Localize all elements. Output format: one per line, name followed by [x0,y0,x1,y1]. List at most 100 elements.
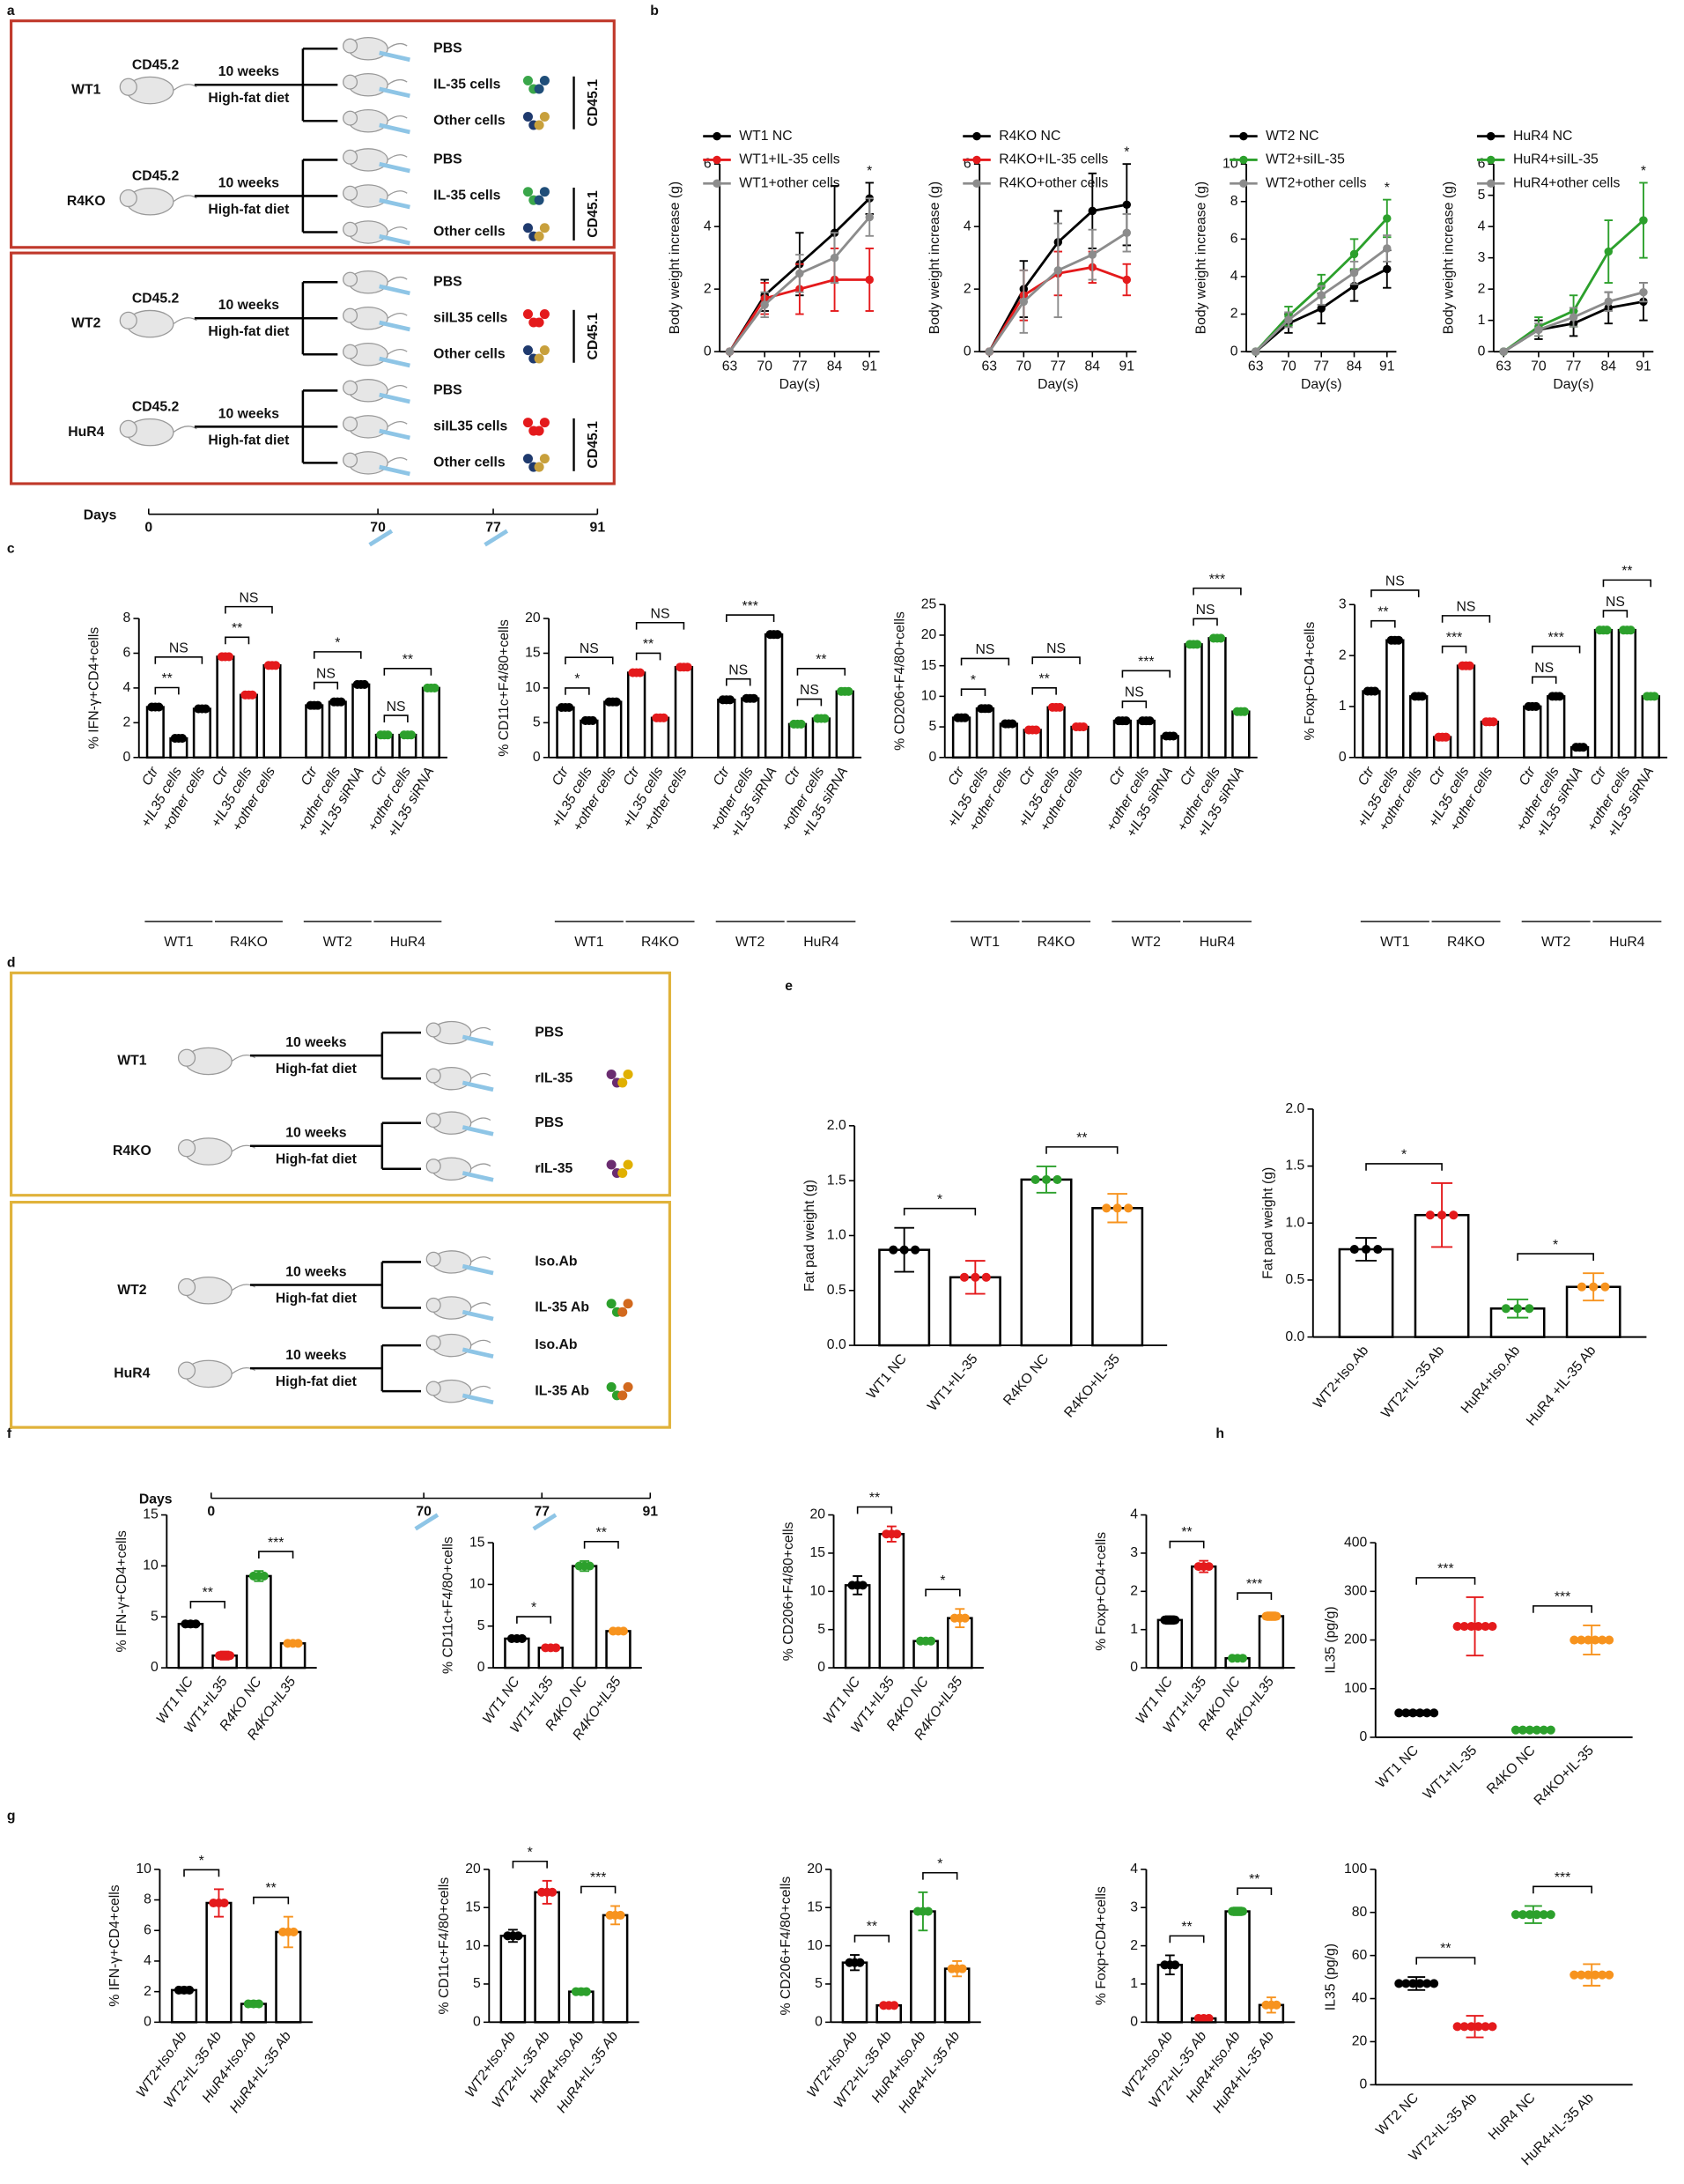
timeline-tick-label: 0 [144,521,152,536]
significance-label: * [940,1573,945,1588]
legend-marker [1239,179,1248,188]
data-point [1031,725,1041,735]
mouse-head [119,78,137,96]
x-tick-label: 91 [1379,359,1395,374]
annotation: * [1124,145,1129,160]
data-point [581,1987,591,1996]
cell-icon [534,231,544,241]
x-tick-label: Ctr [210,764,233,788]
panel-label: a [7,4,15,19]
duration: 10 weeks [285,1264,346,1279]
x-tick-label: Ctr [781,764,804,788]
mouse-head [343,271,358,287]
point [1053,266,1063,275]
bar [674,665,694,759]
data-point [513,1931,523,1941]
bar [1046,706,1066,759]
significance-bracket [1602,579,1652,588]
significance-bracket [635,652,661,661]
syringe [379,50,410,63]
legend-marker [972,155,981,165]
mouse-tail [231,1366,255,1374]
significance-label: ** [1377,604,1388,619]
treatment: IL-35 cells [433,189,500,204]
x-tick-label: WT2+IL-35 Ab [1378,1343,1447,1421]
legend-marker [1239,155,1248,165]
cell-icon [606,1069,617,1079]
bar [216,655,235,759]
point [865,212,874,222]
bar [602,1914,629,2024]
point [830,253,839,263]
data-point [565,702,574,713]
data-point [1204,2013,1214,2024]
cell-icon [617,1307,628,1317]
diet: High-fat diet [208,202,290,217]
y-tick-label: 3 [1130,1545,1138,1560]
mouse-head [119,419,137,438]
significance-label: NS [1534,661,1554,676]
x-tick-label: 77 [1566,359,1582,374]
significance-label: * [971,673,976,688]
treatment: Other cells [433,225,506,240]
syringe [379,356,410,368]
significance-bracket [1602,610,1629,618]
bracket-label: CD45.1 [586,79,601,127]
cell-icon [534,120,544,130]
y-tick-label: 15 [465,1899,481,1914]
significance-label: ** [869,1491,880,1506]
bar [145,706,165,759]
diet: High-fat diet [276,1374,358,1389]
point [725,347,735,356]
data-point [923,1906,933,1916]
treatment: PBS [433,274,462,289]
point [1284,315,1293,324]
bar [1641,695,1660,759]
x-tick-label: WT1+IL-35 [925,1351,981,1414]
point [1383,244,1392,253]
y-tick-label: 0 [1230,344,1238,359]
group-label: WT2 [1541,935,1570,950]
cell-icon [534,462,544,472]
marker-label: CD45.2 [132,291,180,306]
mouse-head [425,1159,441,1174]
syringe [379,86,410,99]
mouse-tail [470,1302,491,1308]
mouse-head [343,307,358,323]
x-tick-label: 84 [1347,359,1363,374]
group-label: HuR4 [390,935,426,950]
significance-label: * [574,672,580,687]
genotype: HuR4 [68,425,104,440]
significance-bracket [1031,656,1081,664]
bar [351,683,371,759]
y-axis-label: % Foxp+CD4+cells [1094,1886,1109,2005]
bar [556,706,575,759]
mouse-head [343,185,358,201]
diet: High-fat diet [208,91,290,106]
mouse-head [343,344,358,359]
data-point [1449,1210,1459,1220]
data-point [1370,686,1380,696]
x-tick-label: Ctr [945,764,968,788]
panel-label: d [7,955,16,970]
timeline-tick-label: 77 [534,1505,550,1520]
x-tick-label: 77 [792,359,808,374]
data-point [959,1272,969,1282]
point [1604,297,1614,307]
point [1122,275,1132,285]
data-point [1600,1282,1610,1292]
significance-label: ** [403,653,413,668]
data-point [957,1964,967,1973]
x-axis-label: Day(s) [1553,377,1593,392]
significance-label: * [1401,1148,1407,1163]
annotation: * [867,164,872,179]
data-point [585,1561,595,1571]
mouse-head [177,1361,196,1380]
y-tick-label: 1 [1339,699,1347,714]
y-tick-label: 5 [817,1622,825,1637]
y-tick-label: 0 [817,1660,825,1675]
significance-bracket [313,651,362,659]
significance-bracket [189,1600,225,1609]
significance-label: * [335,636,340,651]
y-tick-label: 300 [1344,1583,1368,1598]
